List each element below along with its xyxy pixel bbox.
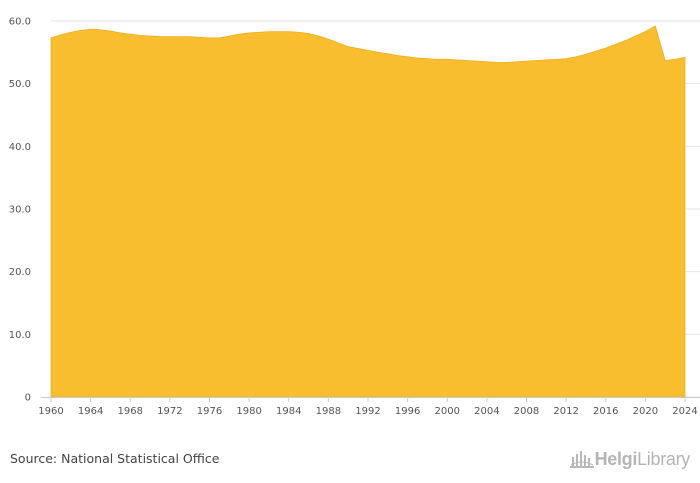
y-tick-label: 0 (25, 393, 31, 404)
x-tick-label: 1988 (316, 406, 341, 417)
x-tick-label: 2024 (672, 406, 697, 417)
y-tick-label: 10.0 (9, 330, 31, 341)
logo-text: HelgiLibrary (594, 448, 691, 470)
library-building-icon (569, 451, 594, 468)
y-axis: 0 10.0 20.0 30.0 40.0 50.0 60.0 (9, 17, 31, 404)
x-tick-label: 2016 (593, 406, 618, 417)
area-fill (50, 25, 686, 398)
x-tick-label: 1980 (236, 406, 261, 417)
source-note: Source: National Statistical Office (10, 451, 220, 466)
x-tick-label: 2000 (435, 406, 460, 417)
x-tick-label: 2012 (553, 406, 578, 417)
x-tick-label: 1984 (276, 406, 301, 417)
x-tick-label: 1972 (157, 406, 182, 417)
x-tick-label: 1992 (355, 406, 380, 417)
x-tick-label: 1960 (38, 406, 63, 417)
x-tick-label: 1968 (118, 406, 143, 417)
x-tick-label: 2020 (633, 406, 658, 417)
y-tick-label: 40.0 (9, 142, 31, 153)
y-tick-label: 60.0 (9, 17, 31, 28)
logo-bold: Helgi (594, 448, 638, 469)
helgi-library-logo: HelgiLibrary (569, 446, 690, 472)
x-tick-label: 1996 (395, 406, 420, 417)
logo-light: Library (637, 448, 690, 469)
y-tick-label: 20.0 (9, 267, 31, 278)
footer: Source: National Statistical Office Helg… (0, 440, 700, 483)
x-axis: 1960 1964 1968 1972 1976 1980 1984 1988 1992 1996… (38, 397, 700, 417)
x-tick-label: 2008 (514, 406, 539, 417)
area-series (50, 25, 686, 398)
x-tick-label: 2004 (474, 406, 499, 417)
y-tick-label: 30.0 (9, 205, 31, 216)
chart: 010.020.030.040.050.060.0 1960 1964 1968 19… (9, 17, 700, 417)
y-tick-label: 50.0 (9, 79, 31, 90)
x-tick-label: 1976 (197, 406, 222, 417)
x-tick-label: 1964 (78, 406, 103, 417)
